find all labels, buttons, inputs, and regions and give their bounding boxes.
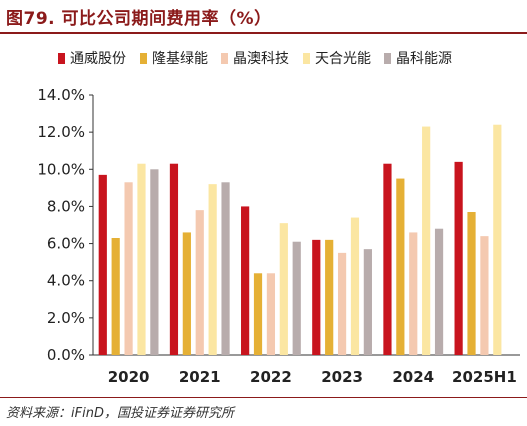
bar bbox=[266, 273, 276, 355]
bar bbox=[325, 239, 334, 355]
bars bbox=[98, 124, 502, 356]
y-tick-label: 12.0% bbox=[37, 123, 85, 141]
bar bbox=[350, 217, 360, 355]
y-tick-label: 10.0% bbox=[37, 160, 85, 178]
legend-swatch bbox=[140, 53, 147, 64]
title-divider bbox=[0, 32, 527, 34]
bar bbox=[363, 249, 372, 355]
bar bbox=[383, 163, 392, 355]
bar bbox=[292, 241, 301, 355]
y-axis: 0.0% 2.0% 4.0% 6.0% 8.0% 10.0% 12.0% 14.0% bbox=[37, 86, 94, 364]
bar bbox=[493, 124, 502, 356]
bar bbox=[480, 236, 489, 355]
legend-label: 晶科能源 bbox=[396, 51, 452, 67]
legend-swatch bbox=[303, 53, 310, 64]
x-tick-label: 2022 bbox=[250, 368, 292, 386]
bar bbox=[208, 184, 217, 355]
y-tick-label: 4.0% bbox=[47, 272, 85, 290]
y-tick-label: 8.0% bbox=[47, 197, 85, 215]
bar bbox=[195, 210, 204, 355]
legend: 通威股份 隆基绿能 晶澳科技 天合光能 晶科能源 bbox=[58, 50, 452, 67]
source-note: 资料来源：iFinD，国投证券证券研究所 bbox=[6, 406, 234, 421]
x-tick-label: 2020 bbox=[108, 368, 150, 386]
bar bbox=[396, 178, 405, 355]
bar bbox=[169, 163, 179, 355]
legend-swatch bbox=[221, 53, 228, 64]
y-tick-label: 6.0% bbox=[47, 235, 85, 253]
bar bbox=[312, 239, 321, 355]
x-tick-label: 2024 bbox=[392, 368, 434, 386]
bar bbox=[422, 126, 431, 355]
y-tick-label: 0.0% bbox=[47, 346, 85, 364]
bar bbox=[124, 182, 133, 355]
legend-label: 隆基绿能 bbox=[152, 50, 208, 67]
bar bbox=[241, 206, 250, 355]
bar bbox=[253, 273, 263, 355]
legend-swatch bbox=[384, 53, 391, 64]
legend-label: 通威股份 bbox=[70, 51, 126, 67]
bar bbox=[337, 252, 347, 355]
bar bbox=[111, 238, 120, 355]
x-tick-label: 2023 bbox=[321, 368, 363, 386]
bar bbox=[434, 228, 444, 355]
x-axis: 2020 2021 2022 2023 2024 2025H1 bbox=[93, 354, 520, 386]
legend-label: 天合光能 bbox=[315, 51, 371, 67]
bar bbox=[409, 232, 418, 355]
footer-divider bbox=[0, 397, 527, 398]
x-tick-label: 2025H1 bbox=[452, 368, 517, 386]
bar bbox=[467, 212, 476, 355]
legend-label: 晶澳科技 bbox=[233, 51, 289, 67]
bar bbox=[137, 163, 146, 355]
y-tick-label: 2.0% bbox=[47, 309, 85, 327]
x-tick-label: 2021 bbox=[179, 368, 221, 386]
bar bbox=[150, 169, 159, 355]
bar bbox=[221, 182, 230, 355]
chart-title: 图79. 可比公司期间费用率（%） bbox=[6, 9, 272, 29]
bar bbox=[279, 223, 288, 355]
y-tick-label: 14.0% bbox=[37, 86, 85, 104]
bar bbox=[182, 232, 191, 355]
chart: 通威股份 隆基绿能 晶澳科技 天合光能 晶科能源 0.0% 2.0% 4.0% 6.0% 8.0… bbox=[37, 50, 520, 386]
bar bbox=[454, 161, 463, 355]
legend-swatch bbox=[58, 53, 65, 64]
bar bbox=[98, 174, 107, 355]
